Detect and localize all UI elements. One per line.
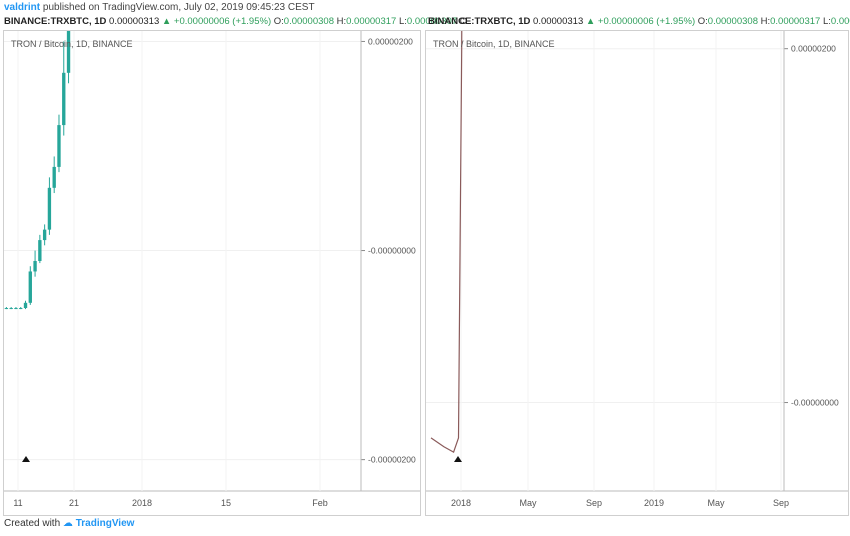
candle-body	[28, 271, 32, 303]
low-label: L:	[398, 16, 407, 27]
created-with-text: Created with	[4, 518, 61, 529]
x-tick-label: 15	[221, 498, 231, 508]
candle-body	[9, 308, 13, 310]
tradingview-brand[interactable]: TradingView	[75, 518, 135, 529]
chart-panel-left[interactable]: 0.00000200 -0.00000000 -0.00000200 11 21 2018…	[3, 30, 421, 516]
high-label: H:	[336, 16, 347, 27]
x-tick-label: 2019	[644, 498, 664, 508]
symbol: BINANCE:TRXBTC, 1D	[4, 16, 107, 27]
open-value: 0.00000308	[707, 16, 758, 27]
price-line	[430, 31, 463, 453]
author-name[interactable]: valdrint	[4, 2, 41, 13]
candle-body	[33, 261, 37, 272]
footer: Created with ☁ TradingView	[4, 518, 134, 529]
candle-body	[14, 308, 18, 310]
high-label: H:	[760, 16, 771, 27]
change-value: ▲ +0.00000006 (+1.95%)	[585, 16, 696, 27]
candlestick-chart-left[interactable]: 0.00000200 -0.00000000 -0.00000200 11 21 2018…	[4, 31, 420, 515]
last-value: 0.00000313	[109, 16, 160, 27]
candle-body	[62, 72, 66, 126]
open-label: O:	[697, 16, 708, 27]
x-tick-label: 21	[69, 498, 79, 508]
candle-body	[66, 31, 71, 73]
candle-body	[23, 302, 28, 309]
x-tick-label: Sep	[773, 498, 789, 508]
open-label: O:	[273, 16, 284, 27]
chart-title-right: TRON / Bitcoin, 1D, BINANCE	[433, 39, 555, 49]
line-chart-right[interactable]: 0.00000200 -0.00000000 2018 May Sep 2019 May Se…	[426, 31, 848, 515]
candle-body	[4, 308, 9, 310]
high-value: 0.00000317	[346, 16, 397, 27]
chart-panel-right[interactable]: 0.00000200 -0.00000000 2018 May Sep 2019 May Se…	[425, 30, 849, 516]
candle-body	[38, 240, 42, 261]
x-tick-label: Feb	[312, 498, 328, 508]
symbol: BINANCE:TRXBTC, 1D	[428, 16, 531, 27]
candle-body	[57, 125, 61, 167]
x-tick-label: May	[707, 498, 725, 508]
x-tick-label: 2018	[132, 498, 152, 508]
x-tick-label: 11	[13, 498, 22, 508]
candle-body	[47, 187, 52, 230]
y-tick-label: 0.00000200	[791, 44, 836, 54]
marker-triangle-icon	[22, 456, 30, 462]
low-label: L:	[822, 16, 831, 27]
chart-title-left: TRON / Bitcoin, 1D, BINANCE	[11, 39, 133, 49]
candle-body	[19, 308, 23, 310]
last-value: 0.00000313	[533, 16, 584, 27]
x-tick-label: May	[519, 498, 537, 508]
open-value: 0.00000308	[283, 16, 334, 27]
close-label: C	[459, 16, 467, 27]
publish-info: valdrint published on TradingView.com, J…	[4, 2, 315, 13]
change-value: ▲ +0.00000006 (+1.95%)	[161, 16, 272, 27]
symbol-line-left: BINANCE:TRXBTC, 1D 0.00000313 ▲ +0.00000…	[4, 16, 467, 27]
candle-body	[42, 229, 47, 241]
tradingview-logo-icon: ☁	[62, 518, 73, 529]
low-value: 0.00000307	[830, 16, 850, 27]
published-text: published on TradingView.com, July 02, 2…	[42, 2, 315, 13]
marker-triangle-icon	[454, 456, 462, 462]
high-value: 0.00000317	[770, 16, 821, 27]
low-value: 0.00000307	[406, 16, 458, 27]
y-tick-label: -0.00000000	[791, 398, 839, 408]
candle-body	[52, 166, 56, 188]
y-tick-label: 0.00000200	[368, 36, 413, 46]
x-tick-label: 2018	[451, 498, 471, 508]
y-tick-label: -0.00000000	[368, 246, 416, 256]
symbol-line-right: BINANCE:TRXBTC, 1D 0.00000313 ▲ +0.00000…	[428, 16, 850, 27]
x-tick-label: Sep	[586, 498, 602, 508]
y-tick-label: -0.00000200	[368, 455, 416, 465]
